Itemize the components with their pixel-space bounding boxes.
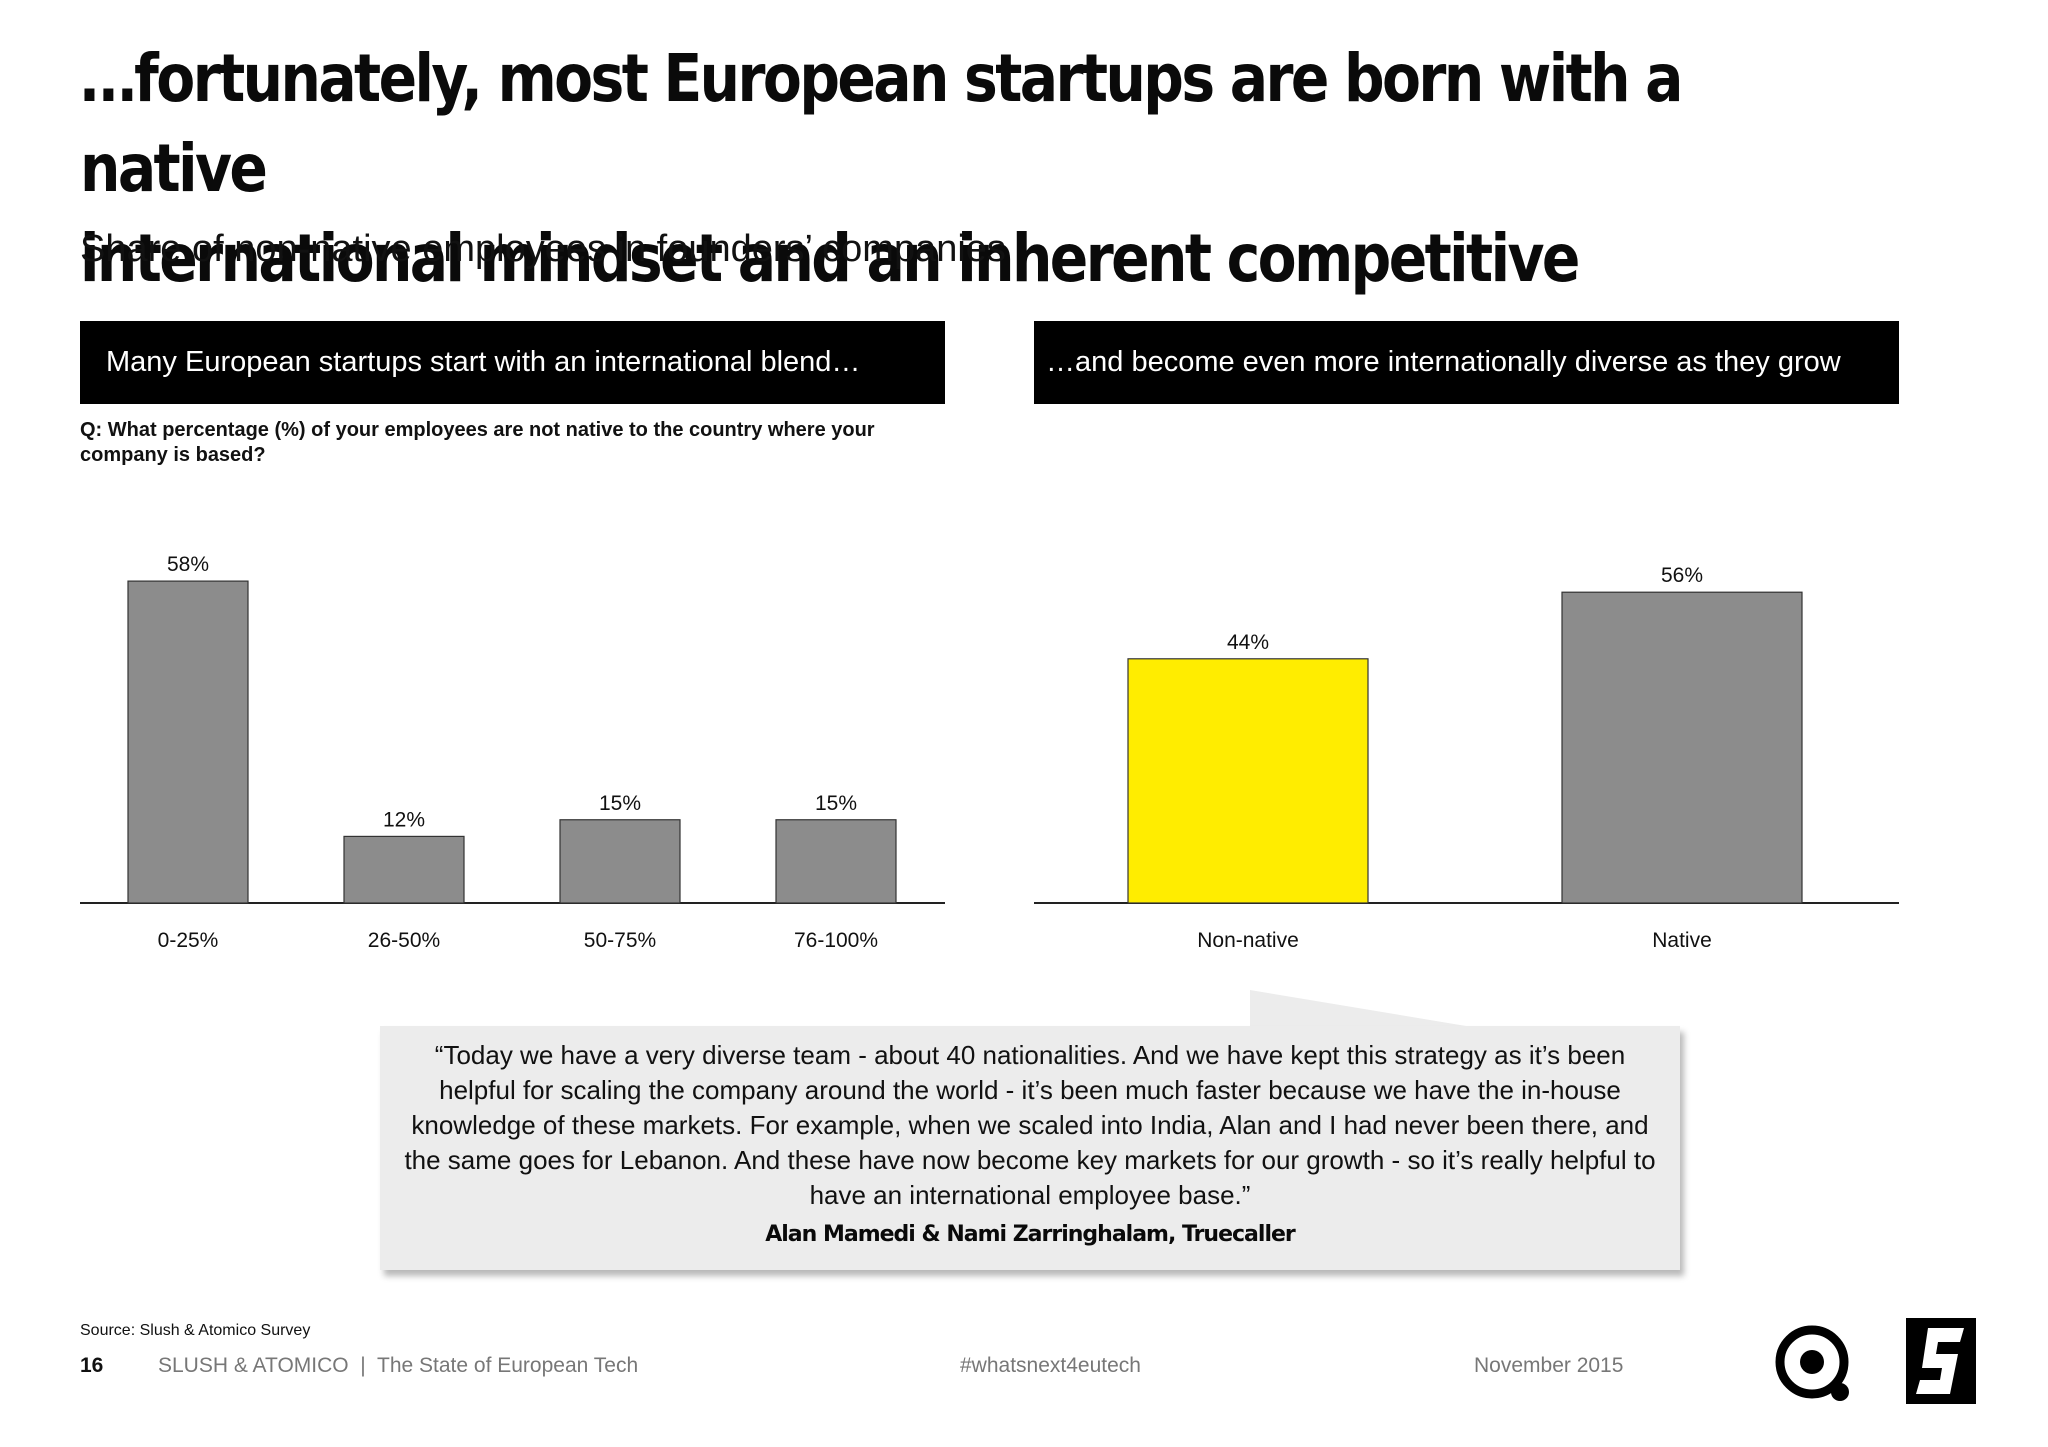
left-chart-bar-4: [775, 819, 897, 904]
footer-hashtag: #whatsnext4eutech: [960, 1354, 1141, 1377]
left-bar-chart: 58% 0-25% 12% 26-50% 15% 50-75% 15% 76-100%: [127, 553, 897, 952]
page-subtitle: Share of non-native employees in founder…: [80, 228, 1006, 270]
right-chart-category-label-2: Native: [1652, 929, 1712, 952]
left-chart-category-label-4: 76-100%: [794, 929, 878, 952]
bar-charts: 58% 0-25% 12% 26-50% 15% 50-75% 15% 76-100% 44%…: [80, 553, 1899, 952]
left-chart-value-label-1: 58%: [167, 553, 209, 576]
left-chart-value-label-2: 12%: [383, 808, 425, 831]
right-chart-value-label-2: 56%: [1661, 564, 1703, 587]
right-chart-category-label-1: Non-native: [1197, 929, 1299, 952]
left-chart-bar-3: [559, 819, 681, 904]
survey-question: Q: What percentage (%) of your employees…: [80, 419, 875, 466]
left-chart-category-label-1: 0-25%: [158, 929, 219, 952]
atomico-logo-icon: [1775, 1325, 1849, 1401]
page-number: 16: [80, 1354, 104, 1377]
quote-bubble-tail: [1250, 990, 1490, 1030]
slush-logo-icon: [1906, 1318, 1976, 1404]
left-chart-value-label-3: 15%: [599, 792, 641, 815]
right-chart-bar-1: [1127, 658, 1369, 904]
left-chart-bar-1: [127, 580, 249, 904]
right-chart-value-label-1: 44%: [1227, 631, 1269, 654]
quote-box: [380, 1026, 1680, 1270]
left-chart-value-label-4: 15%: [815, 792, 857, 815]
left-panel-header: Many European startups start with an int…: [80, 321, 945, 404]
footer-date: November 2015: [1474, 1354, 1624, 1377]
left-chart-bar-2: [343, 835, 465, 904]
quote-author: Alan Mamedi & Nami Zarringhalam, Truecal…: [765, 1222, 1296, 1247]
source-note: Source: Slush & Atomico Survey: [80, 1322, 311, 1339]
left-chart-category-label-2: 26-50%: [368, 929, 440, 952]
right-chart-bar-2: [1561, 591, 1803, 904]
left-chart-category-label-3: 50-75%: [584, 929, 656, 952]
title-line-1: …fortunately, most European startups are…: [80, 40, 1683, 207]
right-panel-header: …and become even more internationally di…: [1034, 321, 1899, 404]
footer-brand: SLUSH & ATOMICO | The State of European …: [158, 1354, 639, 1377]
right-bar-chart: 44% Non-native 56% Native: [1127, 564, 1803, 952]
quote-text: “Today we have a very diverse team - abo…: [404, 1040, 1656, 1210]
